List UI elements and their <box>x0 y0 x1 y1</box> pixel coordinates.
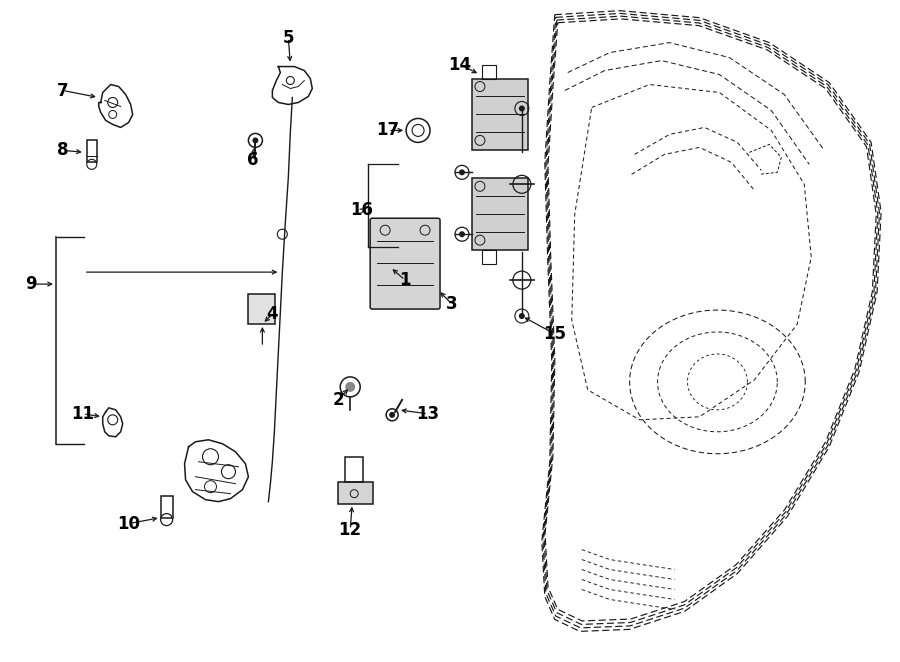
Text: 13: 13 <box>417 405 439 423</box>
Circle shape <box>389 412 395 418</box>
Bar <box>472 178 527 250</box>
FancyBboxPatch shape <box>370 218 440 309</box>
Text: 10: 10 <box>117 514 140 533</box>
Text: 14: 14 <box>448 56 472 73</box>
Circle shape <box>459 169 465 175</box>
Text: 15: 15 <box>544 325 566 343</box>
Text: 6: 6 <box>247 152 258 169</box>
Circle shape <box>519 105 525 111</box>
Text: 2: 2 <box>332 391 344 409</box>
Bar <box>338 482 373 504</box>
Bar <box>472 79 527 150</box>
Text: 5: 5 <box>283 28 294 46</box>
Text: 9: 9 <box>25 275 37 293</box>
Circle shape <box>519 313 525 319</box>
Text: 12: 12 <box>338 520 362 539</box>
Circle shape <box>459 231 465 237</box>
Text: 3: 3 <box>446 295 458 313</box>
Bar <box>482 250 496 264</box>
Bar <box>346 457 364 482</box>
Text: 4: 4 <box>266 305 278 323</box>
Bar <box>248 294 275 324</box>
Circle shape <box>252 138 258 144</box>
Text: 7: 7 <box>57 81 68 99</box>
Text: 17: 17 <box>376 121 400 140</box>
Bar <box>86 140 96 162</box>
Text: 11: 11 <box>71 405 94 423</box>
Bar <box>160 496 173 518</box>
Text: 8: 8 <box>57 142 68 160</box>
Bar <box>482 65 496 79</box>
Text: 1: 1 <box>400 271 410 289</box>
Text: 16: 16 <box>351 201 374 219</box>
Circle shape <box>346 382 356 392</box>
